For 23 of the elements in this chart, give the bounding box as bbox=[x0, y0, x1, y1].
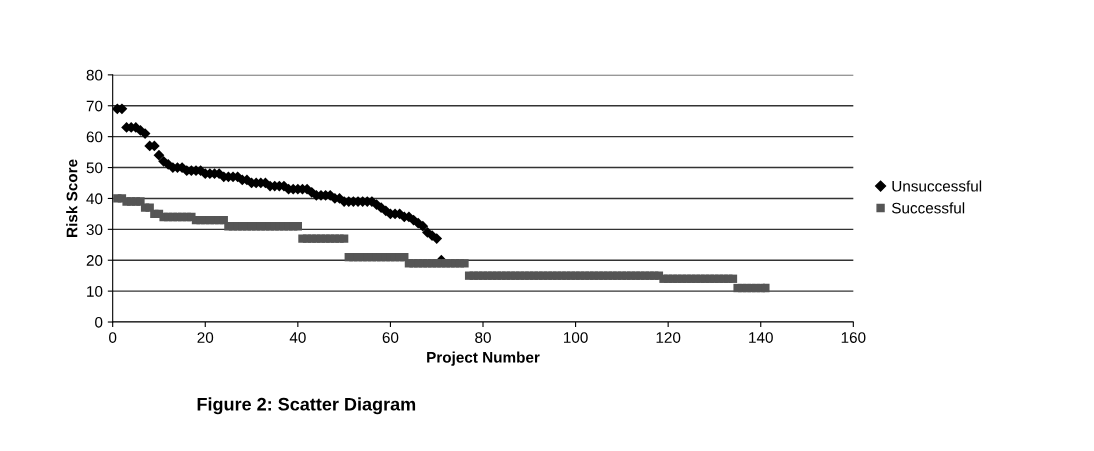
y-tick-label: 0 bbox=[95, 316, 103, 328]
x-tick-label: 0 bbox=[109, 332, 117, 343]
y-tick-label: 40 bbox=[86, 193, 103, 205]
y-tick-label: 30 bbox=[86, 224, 103, 236]
y-tick-label: 70 bbox=[86, 100, 103, 112]
x-tick-label: 60 bbox=[382, 332, 399, 343]
legend-label: Successful bbox=[891, 202, 965, 214]
y-tick-label: 60 bbox=[86, 131, 103, 143]
x-axis-title: Project Number bbox=[427, 351, 540, 366]
x-tick-label: 20 bbox=[197, 332, 214, 343]
legend-label: Unsuccessful bbox=[892, 180, 982, 192]
text: Figure 2: Scatter Diagram bbox=[197, 397, 416, 415]
y-tick-label: 50 bbox=[86, 162, 103, 174]
y-tick-label: 10 bbox=[87, 285, 103, 297]
x-tick-label: 100 bbox=[564, 332, 588, 343]
x-tick-label: 160 bbox=[841, 332, 866, 343]
y-tick-label: 20 bbox=[86, 255, 103, 266]
y-axis-title: Risk Score bbox=[66, 159, 78, 237]
y-tick-label: 80 bbox=[86, 69, 103, 81]
x-tick-label: 140 bbox=[749, 332, 773, 343]
x-tick-label: 120 bbox=[656, 332, 681, 343]
x-tick-label: 80 bbox=[475, 332, 491, 343]
x-tick-label: 40 bbox=[289, 332, 306, 343]
